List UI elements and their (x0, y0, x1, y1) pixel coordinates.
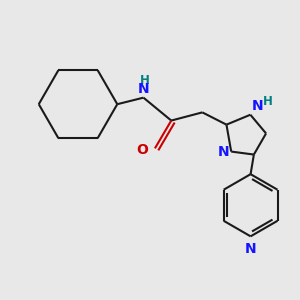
Text: N: N (218, 145, 230, 159)
Text: N: N (245, 242, 256, 256)
Text: O: O (136, 143, 148, 157)
Text: H: H (140, 74, 150, 87)
Text: N: N (138, 82, 149, 96)
Text: N: N (252, 99, 264, 113)
Text: H: H (263, 94, 273, 107)
